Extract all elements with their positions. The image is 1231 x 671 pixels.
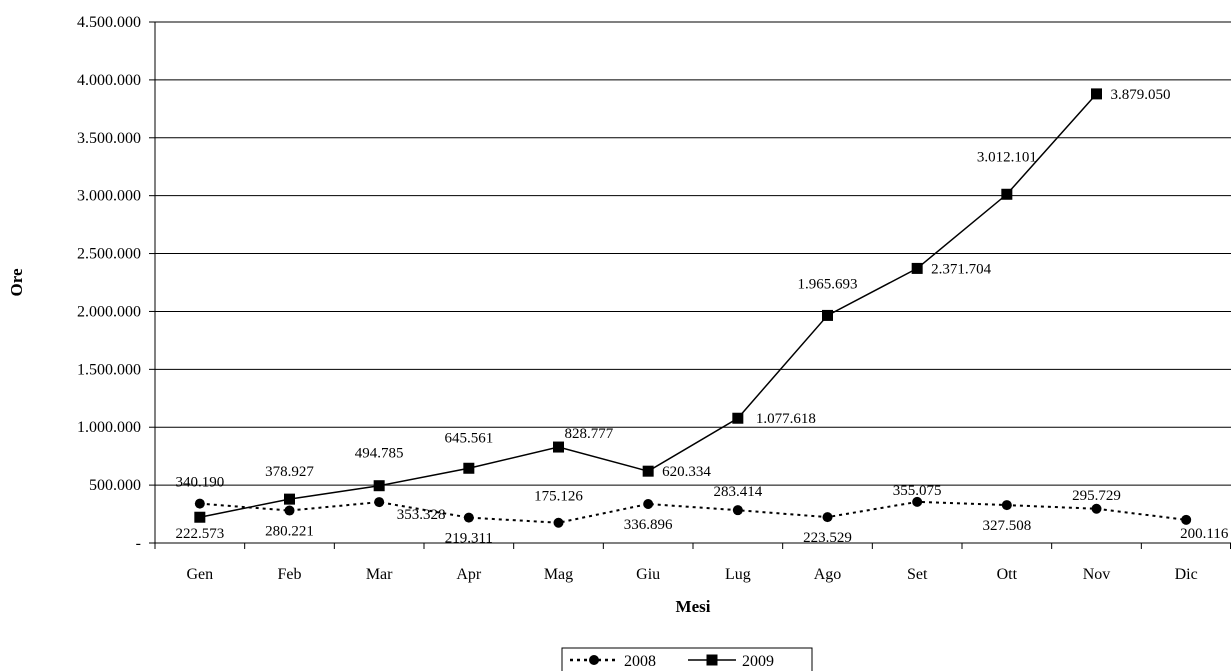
gridlines bbox=[155, 21, 1231, 486]
data-label: 2.371.704 bbox=[931, 261, 992, 277]
data-label: 200.116 bbox=[1180, 526, 1229, 542]
data-label: 280.221 bbox=[265, 524, 314, 540]
data-point bbox=[284, 505, 295, 516]
x-tick-label: Feb bbox=[278, 566, 302, 583]
data-point bbox=[1091, 88, 1102, 100]
data-point bbox=[912, 496, 923, 507]
legend-label: 2009 bbox=[742, 653, 774, 670]
data-point bbox=[1001, 188, 1013, 200]
data-label: 494.785 bbox=[355, 446, 404, 462]
data-label: 3.012.101 bbox=[977, 149, 1037, 165]
data-point bbox=[463, 462, 475, 474]
data-label: 355.075 bbox=[893, 483, 942, 499]
data-point bbox=[194, 511, 206, 523]
data-point bbox=[642, 465, 654, 477]
data-point bbox=[1001, 500, 1012, 511]
data-point bbox=[463, 512, 474, 523]
series-2008 bbox=[194, 496, 1192, 528]
data-label: 828.777 bbox=[565, 426, 614, 442]
y-axis-title: Ore bbox=[7, 268, 26, 296]
y-tick-label: 500.000 bbox=[89, 477, 141, 494]
data-point bbox=[1181, 514, 1192, 525]
x-tick-label: Dic bbox=[1175, 566, 1198, 583]
data-point bbox=[374, 497, 385, 508]
x-tick-label: Ott bbox=[997, 566, 1018, 583]
legend-marker bbox=[706, 654, 718, 666]
data-label: 219.311 bbox=[445, 531, 493, 547]
data-point bbox=[1091, 503, 1102, 514]
y-tick-label: 3.500.000 bbox=[77, 130, 141, 147]
data-point bbox=[284, 493, 295, 505]
data-point bbox=[911, 262, 923, 274]
x-tick-label: Ago bbox=[814, 566, 842, 583]
y-tick-label: 4.000.000 bbox=[77, 72, 141, 89]
y-tick-label: 2.000.000 bbox=[77, 303, 141, 320]
y-tick-label: 4.500.000 bbox=[77, 14, 141, 31]
series-line-2009 bbox=[199, 93, 1098, 518]
x-tick-label: Lug bbox=[725, 566, 751, 583]
data-label: 378.927 bbox=[265, 464, 314, 480]
data-point bbox=[822, 309, 833, 321]
data-label: 1.965.693 bbox=[798, 276, 858, 292]
data-label: 353.328 bbox=[397, 507, 446, 523]
data-label: 1.077.618 bbox=[756, 411, 816, 427]
x-tick-label: Mag bbox=[544, 566, 573, 583]
x-tick-label: Apr bbox=[456, 566, 482, 583]
data-point bbox=[822, 512, 833, 523]
data-point bbox=[732, 505, 743, 516]
x-axis-title: Mesi bbox=[676, 597, 711, 616]
data-point bbox=[373, 480, 385, 492]
series-line-2008 bbox=[199, 500, 1187, 524]
data-label: 3.879.050 bbox=[1111, 87, 1171, 103]
data-point bbox=[553, 441, 564, 453]
y-tick-label: 3.000.000 bbox=[77, 188, 141, 205]
legend: 2008 2009 bbox=[561, 647, 813, 671]
legend-box bbox=[561, 647, 813, 671]
data-label: 327.508 bbox=[982, 518, 1031, 534]
legend-marker bbox=[589, 655, 599, 665]
x-tick-label: Gen bbox=[187, 566, 214, 583]
x-tick-label: Set bbox=[907, 566, 928, 583]
x-tick-label: Giu bbox=[636, 566, 660, 583]
data-point bbox=[194, 498, 205, 509]
y-tick-label: 2.500.000 bbox=[77, 246, 141, 263]
y-tick-label: 1.000.000 bbox=[77, 419, 141, 436]
data-label: 175.126 bbox=[534, 489, 583, 505]
data-label: 295.729 bbox=[1072, 488, 1121, 504]
legend-label: 2008 bbox=[624, 653, 656, 670]
axes: - 500.000 1.000.000 1.500.000 2.000.000 2.500… bbox=[77, 14, 1231, 583]
x-tick-label: Nov bbox=[1083, 566, 1111, 583]
data-label: 340.190 bbox=[175, 475, 224, 491]
data-point bbox=[643, 498, 654, 509]
data-point bbox=[553, 517, 564, 528]
data-label: 222.573 bbox=[175, 526, 224, 542]
x-tick-label: Mar bbox=[366, 566, 393, 583]
data-labels: 340.190 280.221 353.328 219.311 175.126 336.8… bbox=[175, 87, 1228, 547]
data-label: 645.561 bbox=[444, 430, 493, 446]
data-label: 336.896 bbox=[624, 517, 673, 533]
data-point bbox=[732, 412, 744, 424]
data-label: 223.529 bbox=[803, 530, 852, 546]
series bbox=[194, 88, 1192, 528]
data-label: 283.414 bbox=[713, 484, 762, 500]
y-tick-label: - bbox=[136, 535, 141, 552]
y-tick-label: 1.500.000 bbox=[77, 361, 141, 378]
data-label: 620.334 bbox=[662, 464, 711, 480]
series-2009 bbox=[194, 88, 1102, 523]
